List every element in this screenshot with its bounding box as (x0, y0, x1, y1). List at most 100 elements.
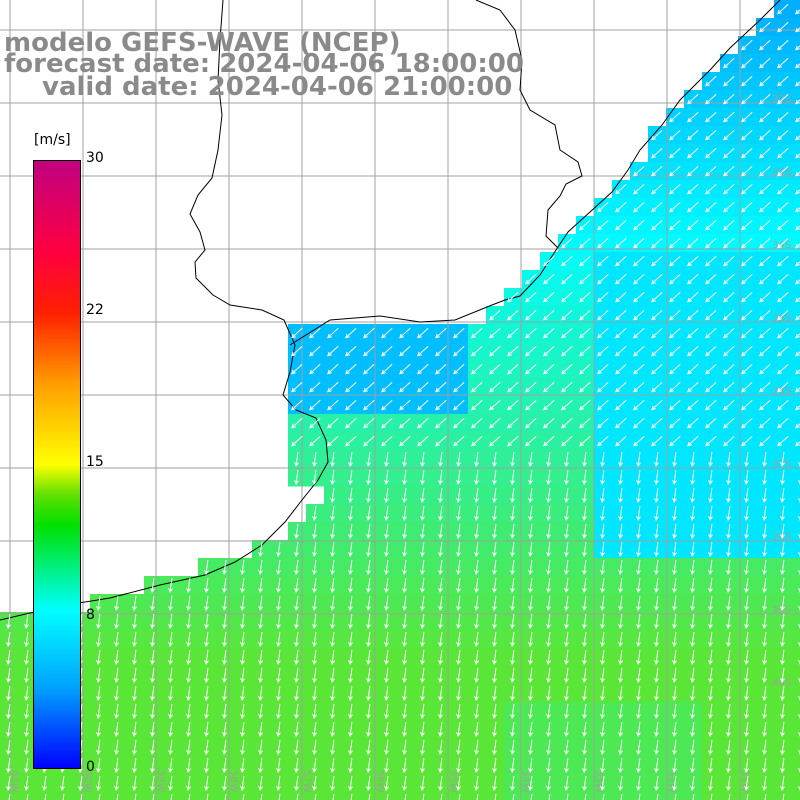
wind-arrow (564, 631, 569, 647)
wind-arrow (327, 363, 339, 375)
wind-arrow (381, 417, 393, 429)
wind-arrow (723, 75, 735, 87)
wind-arrow (741, 417, 753, 429)
wind-arrow (564, 649, 569, 665)
wind-arrow (312, 577, 317, 593)
wind-arrow (600, 775, 605, 791)
wind-arrow (6, 757, 11, 773)
wind-arrow (366, 505, 371, 521)
wind-arrow (453, 435, 465, 447)
wind-arrow (438, 559, 443, 575)
wind-arrow (420, 721, 425, 737)
wind-arrow (186, 631, 191, 647)
wind-arrow (438, 685, 443, 701)
wind-arrow (402, 541, 407, 557)
wind-arrow (600, 739, 605, 755)
wind-arrow (597, 363, 609, 375)
wind-arrow (525, 273, 537, 285)
wind-arrow (636, 451, 641, 467)
wind-arrow (687, 291, 699, 303)
wind-arrow (651, 147, 663, 159)
wind-arrow (744, 667, 749, 683)
wind-arrow (420, 739, 425, 755)
wind-arrow (780, 469, 785, 485)
wind-arrow (276, 775, 281, 791)
wind-arrow (633, 165, 645, 177)
wind-arrow (780, 667, 785, 683)
wind-arrow (330, 559, 335, 575)
wind-arrow (6, 613, 11, 629)
wind-arrow (692, 793, 695, 800)
wind-arrow (132, 721, 137, 737)
wind-arrow (651, 165, 663, 177)
lon-label: 54W (520, 770, 531, 793)
wind-arrow (258, 775, 263, 791)
wind-arrow (669, 327, 681, 339)
wind-arrow (134, 793, 137, 800)
wind-arrow (561, 309, 573, 321)
wind-arrow (258, 703, 263, 719)
wind-arrow (438, 775, 443, 791)
wind-arrow (579, 435, 591, 447)
wind-arrow (96, 757, 101, 773)
wind-arrow (168, 595, 173, 611)
wind-arrow (672, 487, 677, 503)
wind-arrow (474, 667, 479, 683)
wind-arrow (669, 399, 681, 411)
wind-arrow (402, 631, 407, 647)
wind-arrow (363, 363, 375, 375)
wind-arrow (690, 469, 695, 485)
wind-arrow (98, 793, 101, 800)
wind-arrow (708, 541, 713, 557)
wind-arrow (456, 595, 461, 611)
wind-arrow (780, 505, 785, 521)
wind-arrow (294, 577, 299, 593)
wind-arrow (204, 577, 209, 593)
wind-arrow (456, 757, 461, 773)
wind-arrow (116, 793, 119, 800)
wind-arrow (420, 775, 425, 791)
wind-arrow (474, 577, 479, 593)
wind-arrow (330, 577, 335, 593)
wind-arrow (597, 435, 609, 447)
wind-arrow (582, 577, 587, 593)
wind-arrow (795, 27, 800, 33)
wind-arrow (669, 219, 681, 231)
wind-arrow (741, 435, 753, 447)
lon-label: 60W (82, 770, 93, 793)
wind-arrow (798, 660, 800, 665)
wind-arrow (348, 505, 353, 521)
speed-cell (792, 630, 800, 649)
wind-arrow (597, 381, 609, 393)
wind-arrow (744, 595, 749, 611)
wind-arrow (723, 345, 735, 357)
wind-arrow (528, 775, 533, 791)
wind-arrow (795, 207, 800, 213)
wind-arrow (705, 219, 717, 231)
colorbar-tick-0: 0 (86, 759, 95, 775)
wind-arrow (618, 613, 623, 629)
wind-arrow (564, 541, 569, 557)
wind-arrow (780, 523, 785, 539)
speed-cell (792, 792, 800, 800)
wind-arrow (132, 775, 137, 791)
wind-arrow (618, 649, 623, 665)
wind-arrow (6, 739, 11, 755)
wind-arrow (618, 775, 623, 791)
wind-arrow (669, 147, 681, 159)
wind-arrow (564, 613, 569, 629)
wind-arrow (636, 523, 641, 539)
wind-arrow (186, 649, 191, 665)
wind-arrow (780, 631, 785, 647)
wind-arrow (402, 703, 407, 719)
wind-arrow (258, 739, 263, 755)
wind-arrow (348, 685, 353, 701)
wind-arrow (168, 631, 173, 647)
wind-arrow (654, 487, 659, 503)
wind-arrow (471, 417, 483, 429)
wind-arrow (600, 595, 605, 611)
wind-arrow (294, 595, 299, 611)
speed-cell (792, 612, 800, 631)
wind-arrow (168, 577, 173, 593)
